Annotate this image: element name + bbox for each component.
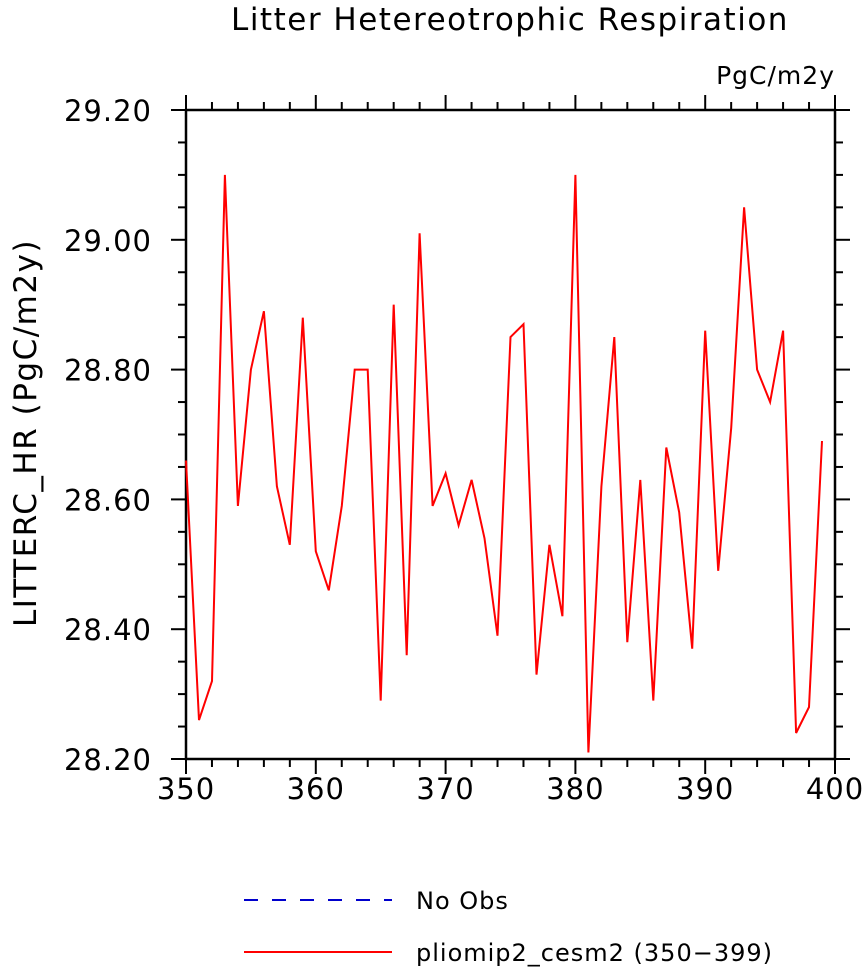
y-tick-label: 28.20 — [64, 743, 152, 777]
y-tick-label: 29.00 — [64, 224, 152, 258]
x-tick-label: 370 — [416, 772, 474, 806]
y-axis-label: LITTERC_HR (PgC/m2y) — [8, 239, 44, 627]
y-tick-label: 29.20 — [64, 94, 152, 128]
x-tick-label: 380 — [546, 772, 604, 806]
units-label: PgC/m2y — [716, 61, 835, 90]
plot-border — [184, 108, 837, 761]
x-axis-ticks: 350 360 370 380 390 400 — [157, 95, 863, 806]
series-layer — [185, 174, 823, 753]
series-line — [185, 174, 823, 753]
chart-title: Litter Hetereotrophic Respiration — [231, 2, 789, 38]
legend-label: pliomip2_cesm2 (350−399) — [416, 939, 773, 967]
legend: No Obs pliomip2_cesm2 (350−399) — [244, 887, 773, 967]
plot-frame — [184, 108, 837, 761]
y-tick-label: 28.40 — [64, 613, 152, 647]
x-tick-label: 390 — [676, 772, 734, 806]
x-tick-label: 360 — [287, 772, 345, 806]
y-axis-ticks: 28.20 28.40 28.60 28.80 29.00 29.20 — [64, 94, 850, 777]
legend-label: No Obs — [416, 887, 509, 915]
y-tick-label: 28.60 — [64, 483, 152, 517]
y-tick-label: 28.80 — [64, 354, 152, 388]
x-tick-label: 400 — [806, 772, 863, 806]
x-tick-label: 350 — [157, 772, 215, 806]
